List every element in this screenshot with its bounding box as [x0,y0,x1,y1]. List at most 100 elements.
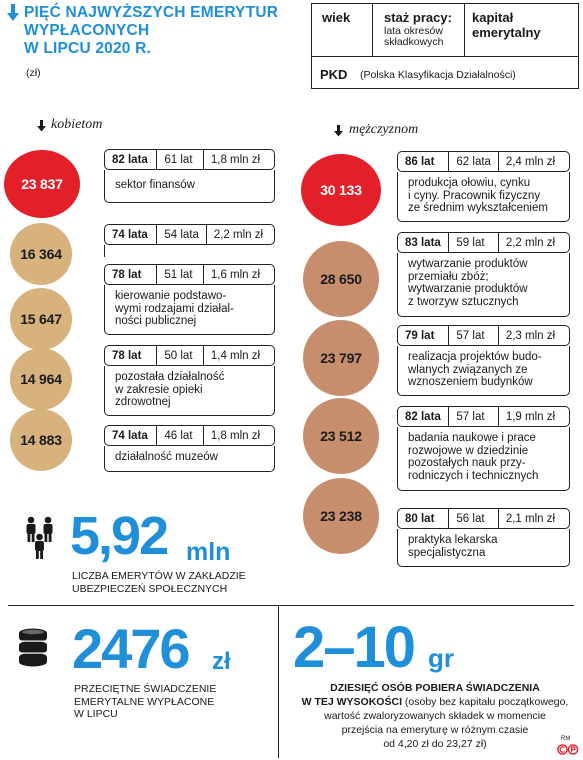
women-pension-circle: 14 964 [10,348,72,410]
page-title: PIĘĆ NAJWYŻSZYCH EMERYTUR WYPŁACONYCH W … [24,4,278,58]
minimum-pension-note: DZIESIĘĆ OSÓB POBIERA ŚWIADCZENIA W TEJ … [290,681,580,751]
note-text: (osoby bez kapitału początkowego, [401,696,569,708]
capital-value: 1,8 mln zł [202,426,274,445]
capital-value: 1,8 mln zł [202,150,274,169]
legend-divider [312,56,578,57]
age-value: 83 lata [405,236,441,249]
sector-line: sektor finansów [115,179,195,191]
women-pension-circle: 16 364 [10,223,72,285]
legend-capital-label: kapitał emerytalny [472,10,541,40]
legend-pkd-label: PKD [320,67,348,82]
legend-divider [372,4,373,56]
caption-line: PRZECIĘTNE ŚWIADCZENIE [74,683,217,695]
sector-line: rozwojowe w dziedzinie [408,444,529,457]
service-value: 56 lat [448,509,497,528]
men-pension-circle: 30 133 [301,154,381,226]
down-arrow-icon [334,125,343,137]
sector-description: badania naukowe i prace rozwojowe w dzie… [397,427,570,491]
card-stats-row: 79 lat 57 lat 2,3 mln zł [397,325,570,346]
age-value: 74 lata [112,228,148,241]
age-value: 79 lat [405,329,435,342]
card-stats-row: 80 lat 56 lat 2,1 mln zł [397,508,570,529]
unit-label: (zł) [26,67,41,79]
card-stats-row: 78 lat 50 lat 1,4 mln zł [104,345,275,366]
card-stats-row: 83 lata 59 lat 2,2 mln zł [397,232,570,253]
service-value: 57 lat [448,407,497,426]
legend-service-sublabel: lata okresów składkowych [384,25,444,48]
pensioners-count-value: 5,92 [70,506,169,566]
service-value: 59 lat [448,233,497,252]
service-value: 50 lat [156,346,202,365]
average-pension-unit: zł [212,648,231,675]
note-text: przejścia na emeryturę w różnym czasie [341,724,529,736]
people-icon [26,516,53,559]
sector-description: realizacja projektów budo- wlanych związ… [397,346,570,396]
card-connector [104,245,105,257]
card-stats-row: 78 lat 51 lat 1,6 mln zł [104,264,275,285]
pensioners-caption: LICZBA EMERYTÓW W ZAKŁADZIE UBEZPIECZEŃ … [72,570,246,595]
sector-line: ności publicznej [115,315,197,327]
sector-line: wznoszeniem budynków [408,376,533,388]
card-stats-row: 86 lat 62 lata 2,4 mln zł [397,151,570,172]
note-text: od 4,20 zł do 23,27 zł) [383,738,487,750]
age-value: 78 lat [112,349,142,362]
capital-value: 2,4 mln zł [497,152,569,171]
service-value: 51 lat [156,265,202,284]
sector-description: wytwarzanie produktów przemiału zbóż; wy… [397,253,570,317]
sector-line: zdrowotnej [115,396,171,408]
legend-pkd-description: (Polska Klasyfikacja Działalności) [360,69,516,81]
women-pension-circle: 23 837 [4,150,80,218]
down-arrow-icon [7,4,19,21]
publisher-logo-icon [557,744,579,755]
age-value: 78 lat [112,268,142,281]
sector-description: działalność muzeów [104,446,275,472]
note-bold: DZIESIĘĆ OSÓB POBIERA ŚWIADCZENIA [330,682,540,694]
men-pension-circle: 28 650 [303,241,379,317]
men-pension-circle: 23 512 [303,398,379,474]
pensioners-count-unit: mln [186,538,231,566]
average-pension-caption: PRZECIĘTNE ŚWIADCZENIE EMERYTALNE WYPŁAC… [74,683,216,721]
section-divider [8,605,574,606]
service-value: 57 lat [448,326,497,345]
sector-line: wytwarzanie produktów [408,283,528,295]
sector-line: ze średnim wykształceniem [408,202,548,214]
sector-line: z tworzyw sztucznych [408,295,519,308]
caption-line: UBEZPIECZEŃ SPOŁECZNYCH [72,582,228,595]
women-pension-circle: 14 883 [10,409,72,471]
legend-box: wiek staż pracy: lata okresów składkowyc… [311,3,579,89]
title-line: W LIPCU 2020 R. [24,40,152,57]
sector-line: wymi rodzajami działal- [115,302,234,315]
card-stats-row: 82 lata 57 lat 1,9 mln zł [397,406,570,427]
sector-line: realizacja projektów budo- [408,351,542,363]
card-stats-row: 74 lata 46 lat 1,8 mln zł [104,425,275,446]
card-stats-row: 74 lata 54 lata 2,2 mln zł [104,224,275,245]
men-pension-circle: 23 797 [303,320,379,396]
women-pension-circle: 15 647 [10,288,72,350]
sector-line: i cyny. Pracownik fizyczny [408,189,541,202]
sector-description: sektor finansów [104,170,275,203]
sector-line: wytwarzanie produktów [408,258,528,270]
sector-description: pozostała działalność w zakresie opieki … [104,366,275,416]
sector-line: praktyka lekarska [408,534,498,546]
average-pension-value: 2476 [72,617,191,680]
age-value: 82 lata [112,153,148,166]
section-divider [278,606,279,758]
sector-line: kierowanie podstawo- [115,290,227,302]
sector-line: w zakresie opieki [115,383,203,396]
down-arrow-icon [37,120,46,132]
legend-age-label: wiek [322,10,351,25]
women-heading: kobietom [51,117,103,132]
capital-value: 2,3 mln zł [497,326,569,345]
sector-line: wlanych związanych ze [408,363,528,376]
service-value: 54 lata [156,225,205,244]
service-value: 62 lata [448,152,497,171]
age-value: 74 lata [112,429,148,442]
sector-line: przemiału zbóż; [408,270,489,283]
age-value: 82 lata [405,410,441,423]
service-value: 46 lat [156,426,202,445]
capital-value: 1,4 mln zł [202,346,274,365]
author-credit: RM [561,736,571,742]
age-value: 86 lat [405,155,435,168]
minimum-pension-value: 2–10 [293,615,416,680]
capital-value: 1,6 mln zł [202,265,274,284]
